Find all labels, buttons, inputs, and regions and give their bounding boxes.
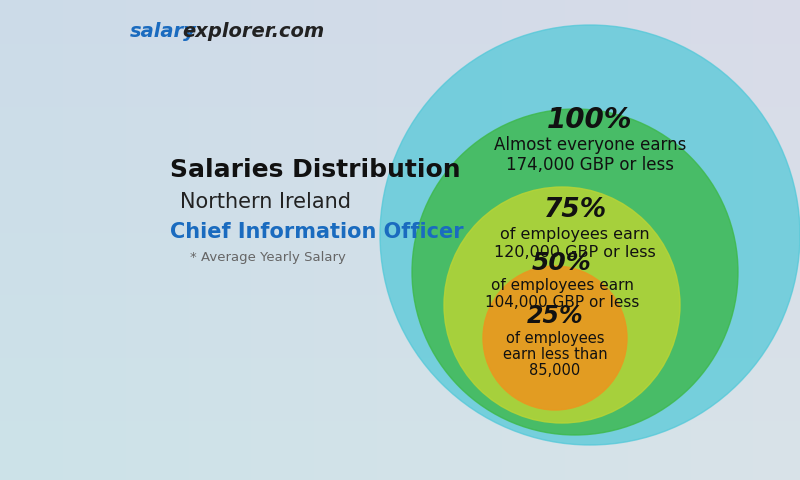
Text: Salaries Distribution: Salaries Distribution xyxy=(170,158,461,182)
Text: 174,000 GBP or less: 174,000 GBP or less xyxy=(506,156,674,175)
Text: Chief Information Officer: Chief Information Officer xyxy=(170,222,464,242)
Text: salary: salary xyxy=(130,22,197,41)
Text: of employees earn: of employees earn xyxy=(490,278,634,293)
Circle shape xyxy=(444,187,680,423)
Text: explorer.com: explorer.com xyxy=(182,22,324,41)
Text: earn less than: earn less than xyxy=(502,347,607,362)
Text: Northern Ireland: Northern Ireland xyxy=(180,192,351,212)
Text: 75%: 75% xyxy=(543,197,606,223)
Text: 85,000: 85,000 xyxy=(530,363,581,378)
Text: 120,000 GBP or less: 120,000 GBP or less xyxy=(494,245,656,260)
Text: 100%: 100% xyxy=(547,106,633,133)
Text: * Average Yearly Salary: * Average Yearly Salary xyxy=(190,252,346,264)
Text: Almost everyone earns: Almost everyone earns xyxy=(494,136,686,155)
Text: 25%: 25% xyxy=(526,304,583,328)
Text: of employees: of employees xyxy=(506,331,604,346)
Text: 50%: 50% xyxy=(532,251,592,275)
Circle shape xyxy=(380,25,800,445)
Circle shape xyxy=(483,266,627,410)
Circle shape xyxy=(412,109,738,435)
Text: of employees earn: of employees earn xyxy=(500,227,650,241)
Text: 104,000 GBP or less: 104,000 GBP or less xyxy=(485,295,639,310)
